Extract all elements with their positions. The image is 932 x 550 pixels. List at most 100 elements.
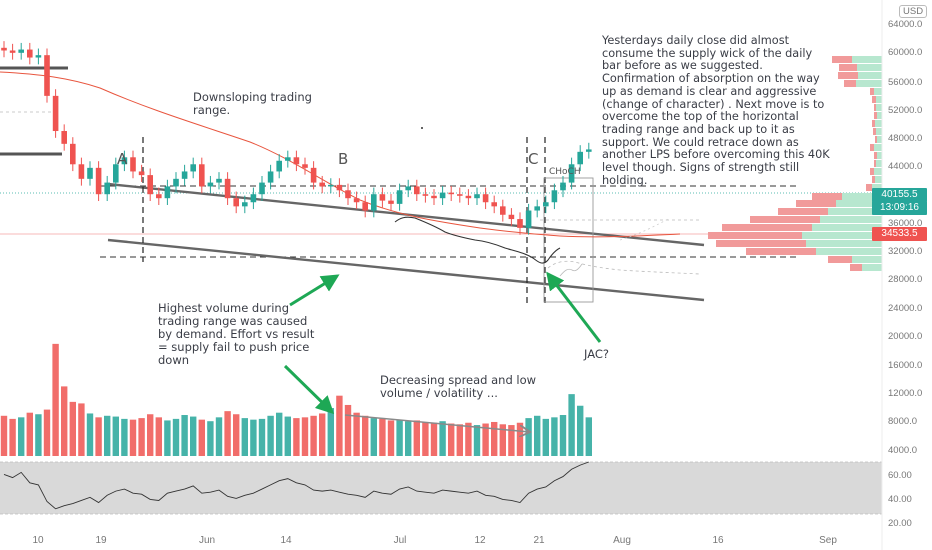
volume-bar [465,422,472,456]
price-label: 16000.0 [888,360,923,371]
candle-body [207,182,214,187]
volume-profile-bar-down [832,56,852,63]
date-tick: Aug [613,535,631,546]
volume-bar [508,425,515,456]
volume-bar [396,419,403,456]
volume-bar [258,418,266,456]
candle-body [27,49,33,58]
volume-bar [138,418,145,456]
candle-body [190,164,196,172]
analysis-note: Yesterdays daily close did almost consum… [602,34,830,187]
volume-bar [104,415,111,456]
volume-bar [491,421,498,456]
candle-body [250,194,257,203]
candle-body [345,190,351,199]
volume-bar [18,417,25,456]
volume-bar [224,411,231,456]
volume-profile-bar-up [874,144,882,151]
volume-bar [61,386,68,456]
volume-bar [86,413,94,456]
candle-body [534,206,540,211]
volume-bar [276,412,283,456]
candle-body [18,49,24,53]
volume-bar [267,415,274,456]
volume-bar [482,423,489,456]
volume-profile-bar-down [796,200,836,207]
candle-body [362,202,368,211]
volume-bar [405,421,412,456]
volume-bars [0,343,592,456]
rsi-line [3,461,589,510]
volume-bar [190,416,197,456]
price-label: 8000.0 [888,416,918,427]
candle-body [568,164,575,183]
price-label: 44000.0 [888,161,923,172]
wave-label-a: A [117,150,128,168]
volume-bar [9,418,16,456]
volume-profile-bar-up [876,128,882,135]
volume-bar [172,418,180,456]
volume-bar [336,395,343,456]
volume-bar [577,405,584,456]
volume-profile-bar-down [828,256,852,263]
candle-body [577,151,583,165]
volume-profile-bar-down [812,193,842,200]
candle-body [525,210,532,228]
volume-bar [310,415,317,456]
volume-profile [708,56,882,271]
volume-profile-bar-down [870,168,874,175]
choch-label: CHoCH [549,167,581,177]
price-label: 12000.0 [888,388,923,399]
candle-body [379,194,386,201]
candle-body [551,190,558,203]
currency-badge[interactable]: USD [899,5,928,18]
price-label: 52000.0 [888,105,923,116]
rsi-band [0,462,882,514]
volume-profile-bar-down [839,64,857,71]
date-tick: 21 [533,535,545,546]
volume-bar [559,415,567,456]
volume-bar [293,418,300,456]
candle-body [173,178,179,187]
candle-body [44,55,50,96]
volume-bar [387,420,395,456]
volume-bar [551,417,558,456]
candle-body [95,167,102,195]
candle-body [491,202,497,207]
candle-body [336,184,343,191]
price-label: 28000.0 [888,274,923,285]
candle-body [500,206,506,215]
volume-bar [78,403,85,456]
price-label: 48000.0 [888,133,923,144]
volume-bar [164,420,171,456]
candles [1,41,592,235]
candle-body [431,195,437,199]
candle-body [276,160,282,172]
candle-body [482,194,489,203]
candle-body [414,186,420,195]
volume-profile-bar-up [874,88,882,95]
volume-profile-bar-down [872,96,876,103]
volume-profile-bar-down [844,80,856,87]
volume-profile-bar-up [857,64,882,71]
candle-body [1,47,7,51]
volume-profile-bar-down [874,104,876,111]
price-label: 20000.0 [888,331,923,342]
wave-label-b: B [338,150,349,168]
volume-bar [525,418,532,456]
volume-profile-bar-up [875,176,882,183]
volume-profile-bar-up [820,216,882,223]
volume-bar [327,408,334,456]
volume-bar [250,419,257,456]
date-tick: 16 [712,535,724,546]
volume-profile-bar-up [852,56,882,63]
volume-profile-bar-down [866,184,872,191]
date-tick: Sep [819,535,837,546]
volume-bar [69,401,76,456]
candle-body [216,178,222,183]
volume-bar [362,415,369,456]
candle-body [164,186,171,199]
arrow-highest-volume [289,274,340,307]
volume-bar [0,415,8,456]
